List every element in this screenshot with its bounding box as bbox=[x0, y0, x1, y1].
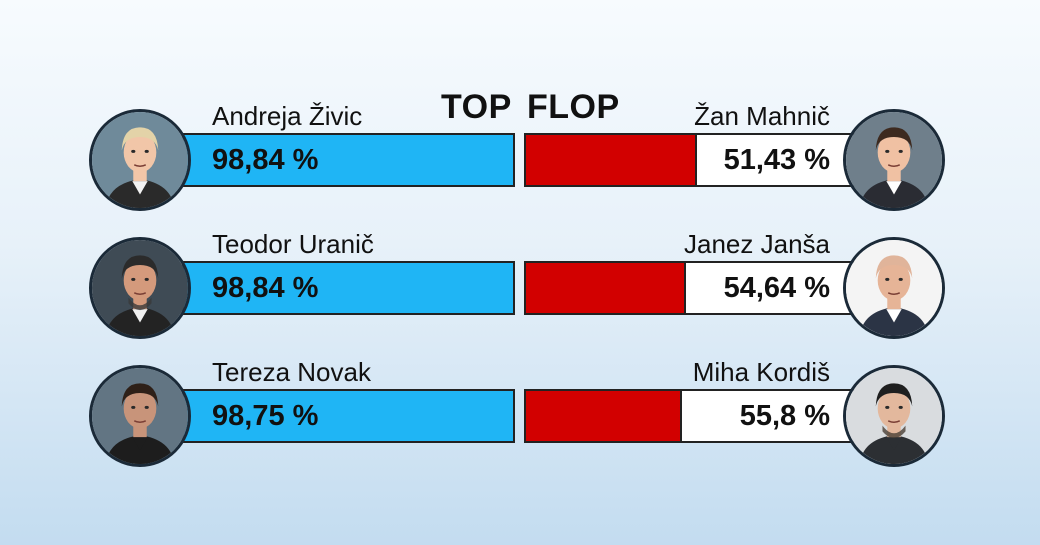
top-heading: TOP bbox=[441, 88, 512, 126]
top-bar-value-label: 98,75 % bbox=[212, 400, 319, 432]
flop-bar: 51,43 % bbox=[524, 133, 862, 187]
top-bar: 98,75 % bbox=[182, 389, 515, 443]
avatar-icon bbox=[89, 109, 191, 211]
top-bar-value-label: 98,84 % bbox=[212, 144, 319, 176]
top-person-name: Tereza Novak bbox=[212, 357, 371, 387]
flop-bar-fill bbox=[526, 391, 682, 441]
flop-bar-fill bbox=[526, 263, 686, 313]
flop-bar: 55,8 % bbox=[524, 389, 862, 443]
flop-person-name: Miha Kordiš bbox=[692, 357, 830, 387]
avatar-icon bbox=[89, 237, 191, 339]
avatar-icon bbox=[843, 109, 945, 211]
top-bar: 98,84 % bbox=[182, 133, 515, 187]
top-bar: 98,84 % bbox=[182, 261, 515, 315]
flop-bar-value-label: 54,64 % bbox=[723, 272, 830, 304]
flop-bar-value-label: 51,43 % bbox=[723, 144, 830, 176]
flop-bar-value-label: 55,8 % bbox=[739, 400, 830, 432]
flop-bar: 54,64 % bbox=[524, 261, 862, 315]
flop-person-name: Janez Janša bbox=[684, 229, 830, 259]
flop-bar-fill bbox=[526, 135, 697, 185]
flop-heading: FLOP bbox=[527, 88, 620, 126]
avatar-icon bbox=[843, 237, 945, 339]
top-person-name: Andreja Živic bbox=[212, 101, 363, 131]
flop-person-name: Žan Mahnič bbox=[694, 101, 830, 131]
avatar-icon bbox=[89, 365, 191, 467]
top-bar-value-label: 98,84 % bbox=[212, 272, 319, 304]
avatar-icon bbox=[843, 365, 945, 467]
top-person-name: Teodor Uranič bbox=[212, 229, 374, 259]
